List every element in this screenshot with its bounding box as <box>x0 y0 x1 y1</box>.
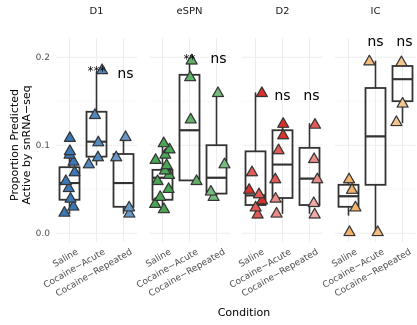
data-point <box>255 193 269 205</box>
data-point <box>184 112 197 124</box>
data-point <box>269 172 282 184</box>
data-point <box>162 182 175 194</box>
data-point <box>342 172 356 184</box>
data-point <box>88 108 102 120</box>
data-point <box>157 136 170 148</box>
significance-label: ns <box>274 88 290 104</box>
data-point <box>251 207 264 219</box>
data-point <box>58 205 71 217</box>
significance-label: ns <box>396 34 412 50</box>
data-point <box>119 130 132 142</box>
data-point <box>95 63 109 75</box>
data-point <box>184 70 197 82</box>
data-point <box>149 197 162 209</box>
data-point <box>343 225 356 237</box>
data-point <box>349 200 362 212</box>
data-point <box>363 54 376 66</box>
data-point <box>190 174 203 186</box>
data-point <box>249 200 262 212</box>
data-point <box>149 153 162 165</box>
box-iqr <box>112 153 135 208</box>
data-point <box>204 184 217 196</box>
box-iqr <box>205 144 228 195</box>
significance-label: ** <box>184 52 196 66</box>
data-point <box>218 157 231 169</box>
panel-title: D1 <box>89 6 103 17</box>
data-point <box>270 206 283 218</box>
data-point <box>311 172 324 184</box>
data-point <box>151 174 164 186</box>
y-axis-title-line: Proportion Predicted <box>8 89 21 201</box>
label-layer: 0.00.10.2D1Saline***Cocaine−AcutensCocai… <box>36 6 413 299</box>
data-point <box>110 150 123 162</box>
data-point <box>63 131 76 143</box>
panel-title: eSPN <box>176 6 202 17</box>
y-tick-label: 0.0 <box>36 229 51 239</box>
panel-title: IC <box>371 6 381 17</box>
data-point <box>308 207 321 219</box>
data-point <box>67 154 80 166</box>
y-axis-title-line: Active by snRNA−seq <box>20 85 33 204</box>
data-point <box>243 183 256 194</box>
data-point <box>308 117 322 129</box>
data-point <box>345 183 359 194</box>
panel-title: D2 <box>275 6 289 17</box>
data-point <box>211 86 225 98</box>
data-point <box>277 117 290 128</box>
data-point <box>390 115 403 127</box>
data-point <box>157 202 171 214</box>
data-point <box>160 158 173 170</box>
significance-label: ns <box>367 34 383 50</box>
data-point <box>123 206 136 218</box>
data-point <box>395 55 408 67</box>
y-tick-label: 0.2 <box>36 53 50 63</box>
data-point <box>63 144 76 156</box>
data-point <box>91 150 105 162</box>
data-point <box>163 142 176 154</box>
grid-layer <box>56 38 416 242</box>
data-point <box>62 181 75 193</box>
significance-label: *** <box>88 64 106 78</box>
data-point <box>68 165 81 177</box>
data-point <box>185 53 198 65</box>
significance-label: ns <box>210 51 226 67</box>
data-point <box>64 191 77 203</box>
data-point <box>277 128 290 140</box>
data-point <box>123 200 136 212</box>
data-point <box>255 86 268 98</box>
data-point <box>396 96 409 108</box>
significance-label: ns <box>303 88 319 104</box>
data-point <box>154 190 167 201</box>
y-tick-label: 0.1 <box>36 141 50 151</box>
data-point <box>269 191 282 203</box>
data-point <box>59 174 72 186</box>
x-axis-title: Condition <box>218 306 271 319</box>
data-point <box>82 157 95 169</box>
data-point <box>245 165 259 177</box>
significance-label: ns <box>117 66 133 82</box>
data-point <box>307 152 321 164</box>
data-point <box>67 199 80 211</box>
data-point <box>307 196 320 208</box>
y-axis-title: Proportion PredictedActive by snRNA−seq <box>8 85 33 204</box>
data-point <box>252 187 266 199</box>
data-point <box>272 143 285 155</box>
point-layer <box>58 53 409 237</box>
data-point <box>92 135 105 147</box>
data-point <box>371 225 384 237</box>
